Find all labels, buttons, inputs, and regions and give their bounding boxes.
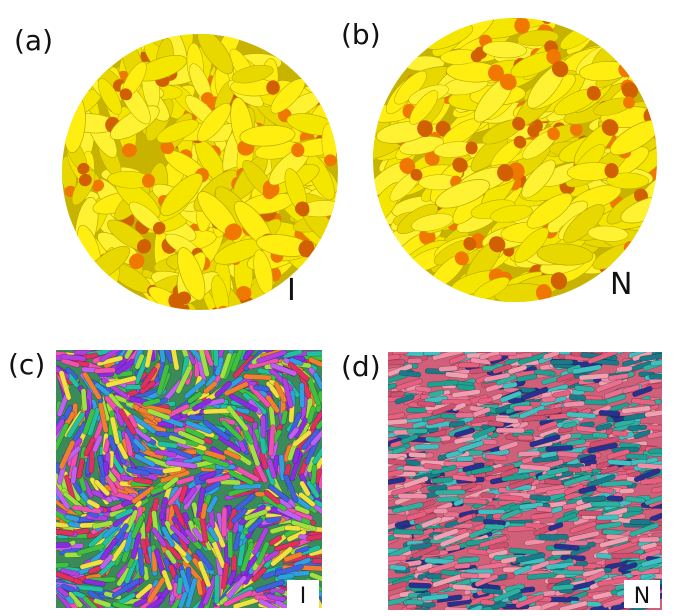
rod	[227, 531, 233, 558]
rod	[414, 444, 439, 450]
rod	[214, 575, 220, 604]
panel-a-render	[56, 10, 358, 333]
panel-c-render	[42, 336, 334, 616]
panel-d-render	[373, 346, 674, 616]
rod-body	[299, 383, 305, 408]
rod	[213, 345, 218, 366]
rod-body	[284, 525, 301, 531]
rod	[222, 507, 227, 537]
ellipsoid-cap	[655, 171, 673, 189]
rod	[284, 525, 301, 531]
rod	[630, 519, 651, 524]
rod-body	[626, 454, 649, 460]
rod	[639, 537, 660, 542]
rod-body	[260, 415, 265, 438]
rod	[54, 542, 70, 547]
rod-body	[423, 350, 441, 356]
rod-body	[213, 345, 218, 366]
ellipsoid-cap	[659, 109, 672, 123]
rod-body	[54, 542, 70, 547]
rod-body	[227, 531, 233, 558]
rod-body	[243, 374, 271, 380]
figure: (a) I (b) N (c) I (d) N	[0, 0, 674, 616]
rod-body	[639, 537, 660, 542]
rod-body	[94, 368, 116, 374]
rod-body	[222, 507, 227, 537]
rod-body	[306, 351, 323, 356]
rod	[103, 461, 109, 476]
rod	[260, 415, 265, 438]
rod	[94, 368, 116, 374]
ellipsoid-cap	[135, 308, 160, 332]
rod-body	[630, 519, 651, 524]
rod	[299, 383, 305, 408]
rod-body	[103, 461, 109, 476]
rod-body	[414, 444, 439, 450]
rod	[619, 488, 634, 494]
ellipsoid-cap	[321, 235, 344, 258]
rod	[626, 454, 649, 460]
ellipsoid-cap	[642, 232, 658, 249]
rod	[306, 351, 323, 356]
rod-body	[619, 488, 634, 494]
ellipsoid-cap	[585, 15, 603, 33]
rod	[312, 558, 332, 564]
ellipsoid-cap	[584, 20, 601, 37]
rod	[423, 350, 441, 356]
rod	[243, 374, 271, 380]
rod-body	[312, 558, 332, 564]
ellipsoid-cap	[612, 32, 630, 50]
rod-body	[214, 575, 220, 604]
ellipsoid-cap	[78, 266, 101, 289]
